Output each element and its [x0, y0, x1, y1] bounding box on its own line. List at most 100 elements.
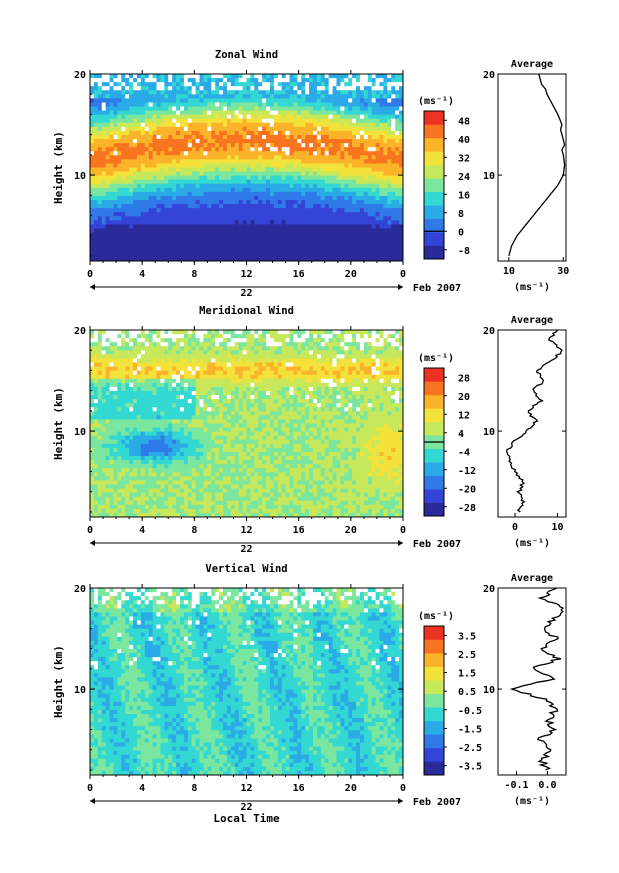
average-y-tick-label: 20 [483, 584, 495, 595]
colorbar-tick-label: 1.5 [458, 669, 476, 680]
colorbar-segment [424, 232, 444, 246]
colorbar-segment [424, 394, 444, 409]
average-x-tick-label: 0.0 [538, 780, 556, 791]
colorbar-segment [424, 761, 444, 776]
y-tick-label: 10 [74, 171, 86, 182]
date-label: Feb 2007 [413, 283, 461, 294]
colorbar-segment [424, 151, 444, 166]
colorbar-segment [424, 408, 444, 423]
colorbar-unit: (ms⁻¹) [418, 96, 454, 107]
date-label: Feb 2007 [413, 797, 461, 808]
colorbar-segment [424, 666, 444, 681]
x-tick-label: 16 [293, 269, 305, 280]
colorbar-segment [424, 218, 444, 233]
average-profile-line [509, 587, 565, 771]
x-tick-label: 16 [293, 525, 305, 536]
colorbar-segment [424, 178, 444, 193]
x-tick-label: 0 [400, 269, 406, 280]
colorbar-segment [424, 111, 444, 125]
x-tick-label: 20 [345, 269, 357, 280]
colorbar-tick-label: 48 [458, 116, 470, 127]
colorbar-segment [424, 707, 444, 722]
average-title: Average [511, 59, 553, 70]
colorbar-tick-label: -8 [458, 246, 470, 257]
colorbar-segment [424, 639, 444, 654]
colorbar-tick-label: 12 [458, 410, 470, 421]
colorbar-segment [424, 245, 444, 260]
average-y-tick-label: 10 [483, 685, 495, 696]
colorbar-tick-label: -3.5 [458, 762, 482, 773]
day-bar-arrow-right [398, 284, 403, 290]
colorbar-segment [424, 475, 444, 490]
colorbar-segment [424, 489, 444, 503]
average-y-tick-label: 10 [483, 171, 495, 182]
colorbar-segment [424, 191, 444, 206]
colorbar-segment [424, 448, 444, 463]
average-frame [497, 587, 567, 776]
colorbar-tick-label: 8 [458, 209, 464, 220]
colorbar-segment [424, 368, 444, 382]
average-y-tick-label: 10 [483, 427, 495, 438]
colorbar-segment [424, 693, 444, 708]
day-label: 22 [240, 802, 252, 813]
average-x-label: (ms⁻¹) [514, 538, 550, 549]
colorbar-segment [424, 502, 444, 517]
x-tick-label: 12 [240, 269, 252, 280]
x-axis-label: Local Time [213, 812, 280, 825]
colorbar-segment [424, 680, 444, 695]
x-tick-label: 12 [240, 783, 252, 794]
colorbar-tick-label: -4 [458, 447, 470, 458]
colorbar-tick-label: 16 [458, 190, 470, 201]
colorbar-tick-label: 28 [458, 373, 470, 384]
colorbar-segment [424, 421, 444, 436]
day-label: 22 [240, 544, 252, 555]
y-tick-label: 10 [74, 685, 86, 696]
colorbar-unit: (ms⁻¹) [418, 353, 454, 364]
panel-title: Vertical Wind [205, 563, 287, 575]
x-tick-label: 20 [345, 783, 357, 794]
average-profile-line [506, 329, 563, 513]
x-tick-label: 0 [400, 783, 406, 794]
heatmap-field [90, 330, 403, 517]
colorbar-tick-label: -28 [458, 503, 476, 514]
colorbar-segment [424, 164, 444, 179]
x-tick-label: 8 [191, 783, 197, 794]
x-tick-label: 20 [345, 525, 357, 536]
day-bar-arrow-left [90, 798, 95, 804]
day-label: 22 [240, 288, 252, 299]
y-tick-label: 10 [74, 427, 86, 438]
day-bar-arrow-right [398, 798, 403, 804]
average-title: Average [511, 573, 553, 584]
y-tick-label: 20 [74, 584, 86, 595]
x-tick-label: 4 [139, 525, 145, 536]
colorbar-segment [424, 626, 444, 640]
average-x-tick-label: 10 [551, 522, 563, 533]
colorbar-tick-label: 4 [458, 429, 464, 440]
average-title: Average [511, 315, 553, 326]
y-tick-label: 20 [74, 326, 86, 337]
x-tick-label: 0 [87, 525, 93, 536]
x-tick-label: 16 [293, 783, 305, 794]
y-axis-label: Height (km) [52, 645, 65, 718]
colorbar-frame [423, 625, 445, 776]
day-bar-arrow-left [90, 540, 95, 546]
colorbar-segment [424, 137, 444, 152]
colorbar-segment [424, 124, 444, 139]
average-x-tick-label: 10 [503, 266, 515, 277]
colorbar-tick-label: -2.5 [458, 743, 482, 754]
colorbar-segment [424, 734, 444, 749]
colorbar-tick-label: 20 [458, 392, 470, 403]
colorbar-tick-label: 40 [458, 135, 470, 146]
average-profile-line [508, 73, 566, 257]
colorbar-tick-label: -1.5 [458, 724, 482, 735]
date-label: Feb 2007 [413, 539, 461, 550]
y-axis-label: Height (km) [52, 387, 65, 460]
panel-3: Vertical Wind 0 4 8 12 16 20 0 22 Feb 2007 20 10 Hei… [52, 563, 567, 813]
colorbar-segment [424, 747, 444, 762]
x-tick-label: 8 [191, 269, 197, 280]
colorbar-tick-label: 24 [458, 172, 470, 183]
colorbar-segment [424, 205, 444, 219]
